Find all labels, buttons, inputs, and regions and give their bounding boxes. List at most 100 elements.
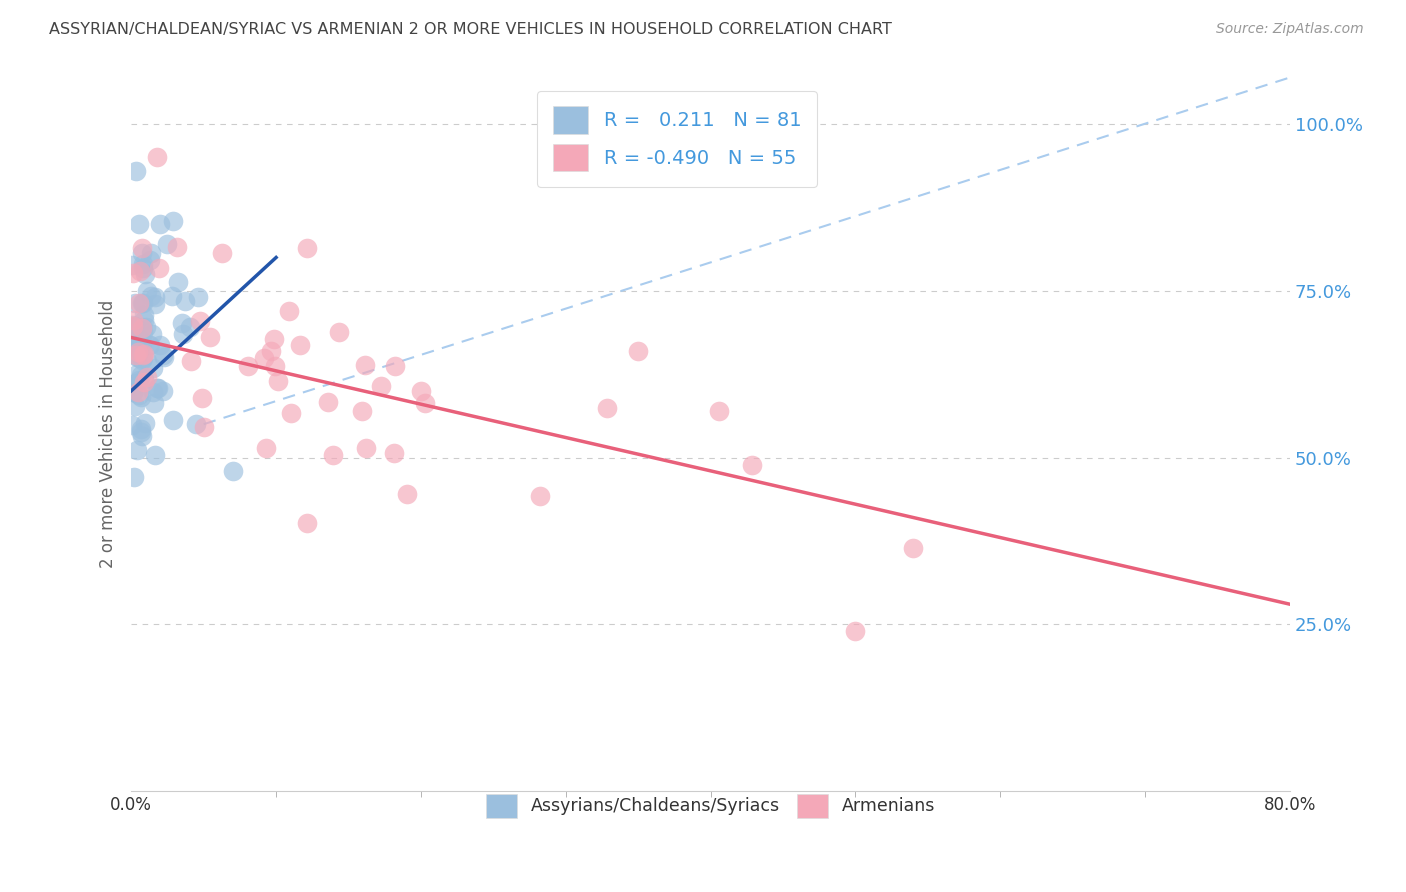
Point bbox=[596, 401, 619, 415]
Point bbox=[129, 390, 152, 404]
Point bbox=[134, 267, 156, 281]
Point bbox=[142, 396, 165, 410]
Point bbox=[127, 350, 149, 364]
Point bbox=[162, 289, 184, 303]
Point bbox=[396, 486, 419, 500]
Point bbox=[146, 151, 169, 165]
Point bbox=[382, 446, 405, 460]
Text: Source: ZipAtlas.com: Source: ZipAtlas.com bbox=[1216, 22, 1364, 37]
Point bbox=[297, 241, 319, 255]
Point bbox=[131, 335, 153, 350]
Point bbox=[162, 214, 184, 228]
Point bbox=[141, 327, 163, 342]
Point bbox=[142, 360, 165, 375]
Point bbox=[166, 240, 188, 254]
Point bbox=[132, 257, 155, 271]
Point bbox=[129, 339, 152, 353]
Point bbox=[124, 399, 146, 413]
Point bbox=[135, 320, 157, 334]
Point bbox=[145, 381, 167, 395]
Point bbox=[170, 316, 193, 330]
Point bbox=[152, 384, 174, 399]
Point bbox=[134, 347, 156, 361]
Point bbox=[187, 290, 209, 304]
Point bbox=[141, 289, 163, 303]
Point bbox=[350, 404, 373, 418]
Point bbox=[354, 358, 377, 372]
Point bbox=[328, 326, 350, 340]
Point bbox=[128, 264, 150, 278]
Point bbox=[125, 350, 148, 364]
Point bbox=[127, 345, 149, 359]
Point bbox=[179, 320, 201, 334]
Point bbox=[267, 375, 290, 389]
Point bbox=[384, 359, 406, 373]
Point bbox=[290, 338, 312, 352]
Point bbox=[122, 312, 145, 326]
Point bbox=[198, 329, 221, 343]
Point bbox=[180, 354, 202, 368]
Point bbox=[256, 441, 278, 455]
Point bbox=[128, 333, 150, 347]
Point bbox=[322, 449, 344, 463]
Point bbox=[134, 376, 156, 390]
Point bbox=[128, 217, 150, 231]
Point bbox=[139, 338, 162, 352]
Point bbox=[172, 327, 194, 342]
Point bbox=[148, 337, 170, 351]
Point bbox=[134, 308, 156, 322]
Point bbox=[129, 425, 152, 439]
Point bbox=[134, 313, 156, 327]
Point bbox=[134, 416, 156, 430]
Point bbox=[186, 417, 208, 432]
Point bbox=[127, 368, 149, 382]
Point bbox=[145, 290, 167, 304]
Point bbox=[280, 407, 302, 421]
Point bbox=[356, 441, 378, 455]
Point bbox=[121, 318, 143, 333]
Point bbox=[844, 624, 866, 638]
Point bbox=[125, 442, 148, 457]
Point bbox=[221, 464, 243, 478]
Point bbox=[122, 470, 145, 484]
Point bbox=[128, 387, 150, 401]
Legend: Assyrians/Chaldeans/Syriacs, Armenians: Assyrians/Chaldeans/Syriacs, Armenians bbox=[478, 787, 942, 825]
Point bbox=[121, 258, 143, 272]
Point bbox=[132, 372, 155, 386]
Point bbox=[707, 403, 730, 417]
Point bbox=[162, 413, 184, 427]
Point bbox=[138, 338, 160, 352]
Point bbox=[415, 395, 437, 409]
Point bbox=[139, 246, 162, 260]
Point bbox=[124, 348, 146, 362]
Y-axis label: 2 or more Vehicles in Household: 2 or more Vehicles in Household bbox=[100, 300, 117, 568]
Point bbox=[190, 391, 212, 405]
Point bbox=[124, 163, 146, 178]
Point bbox=[121, 379, 143, 393]
Point bbox=[132, 351, 155, 365]
Point bbox=[136, 353, 159, 368]
Point bbox=[278, 303, 301, 318]
Point bbox=[121, 418, 143, 433]
Point bbox=[121, 318, 143, 332]
Point bbox=[143, 297, 166, 311]
Point bbox=[132, 348, 155, 362]
Point bbox=[122, 320, 145, 334]
Point bbox=[132, 326, 155, 340]
Point bbox=[125, 376, 148, 390]
Point bbox=[135, 285, 157, 299]
Point bbox=[131, 246, 153, 260]
Point bbox=[370, 379, 392, 393]
Point bbox=[211, 245, 233, 260]
Point bbox=[131, 296, 153, 310]
Point bbox=[129, 368, 152, 383]
Point bbox=[128, 343, 150, 358]
Point bbox=[253, 351, 276, 365]
Point bbox=[409, 384, 432, 398]
Point bbox=[263, 332, 285, 346]
Point bbox=[127, 333, 149, 347]
Point bbox=[188, 314, 211, 328]
Point bbox=[122, 266, 145, 280]
Point bbox=[128, 296, 150, 310]
Text: ASSYRIAN/CHALDEAN/SYRIAC VS ARMENIAN 2 OR MORE VEHICLES IN HOUSEHOLD CORRELATION: ASSYRIAN/CHALDEAN/SYRIAC VS ARMENIAN 2 O… bbox=[49, 22, 891, 37]
